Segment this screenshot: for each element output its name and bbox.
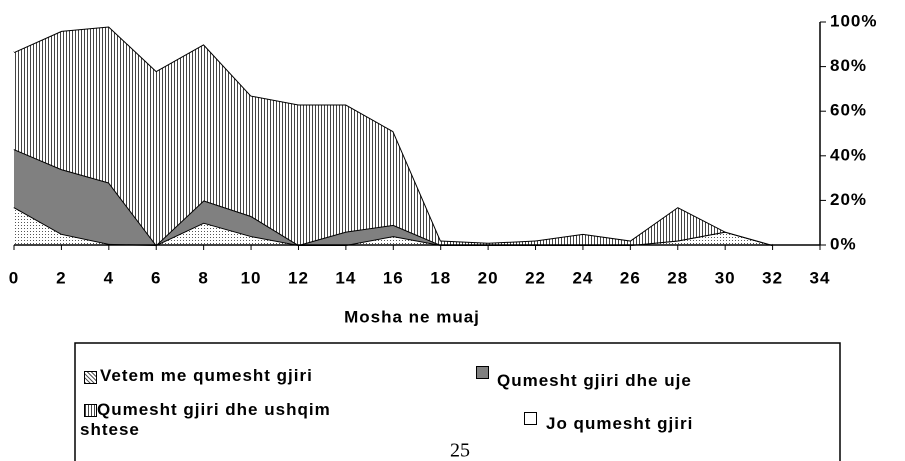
- legend-swatch: [476, 366, 489, 379]
- area: [14, 149, 773, 245]
- x-tick-label: 28: [667, 268, 688, 287]
- legend-label: Vetem me qumesht gjiri: [100, 366, 313, 385]
- x-tick-label: 2: [56, 268, 66, 287]
- legend-swatch: [524, 412, 537, 425]
- legend-label: Qumesht gjiri dhe uje: [497, 371, 692, 390]
- x-tick-label: 32: [762, 268, 783, 287]
- x-tick-label: 34: [810, 268, 831, 287]
- legend-swatch: [84, 404, 97, 417]
- x-tick-label: 26: [620, 268, 641, 287]
- x-tick-label: 0: [9, 268, 19, 287]
- x-axis-title: Mosha ne muaj: [344, 307, 480, 326]
- x-tick-label: 10: [241, 268, 262, 287]
- x-tick-label: 18: [430, 268, 451, 287]
- legend-label: Qumesht gjiri dhe ushqim shtese: [80, 400, 331, 439]
- x-tick-label: 14: [335, 268, 356, 287]
- y-tick-label: 100%: [830, 11, 877, 30]
- area: [14, 22, 773, 245]
- y-tick-label: 60%: [830, 101, 867, 120]
- x-tick-label: 24: [572, 268, 593, 287]
- legend-box: [74, 342, 841, 461]
- y-tick-label: 40%: [830, 145, 867, 164]
- x-tick-label: 8: [198, 268, 208, 287]
- y-tick-label: 80%: [830, 56, 867, 75]
- area: [14, 207, 773, 245]
- legend-swatch: [84, 371, 97, 384]
- x-tick-label: 12: [288, 268, 309, 287]
- legend-label: Jo qumesht gjiri: [546, 414, 694, 433]
- y-tick-label: 20%: [830, 190, 867, 209]
- x-tick-label: 22: [525, 268, 546, 287]
- x-tick-label: 16: [383, 268, 404, 287]
- x-tick-label: 20: [478, 268, 499, 287]
- y-tick-label: 0%: [830, 234, 857, 253]
- page-number: 25: [450, 440, 470, 461]
- area: [14, 26, 773, 246]
- x-tick-label: 4: [104, 268, 114, 287]
- x-tick-label: 30: [715, 268, 736, 287]
- x-tick-label: 6: [151, 268, 161, 287]
